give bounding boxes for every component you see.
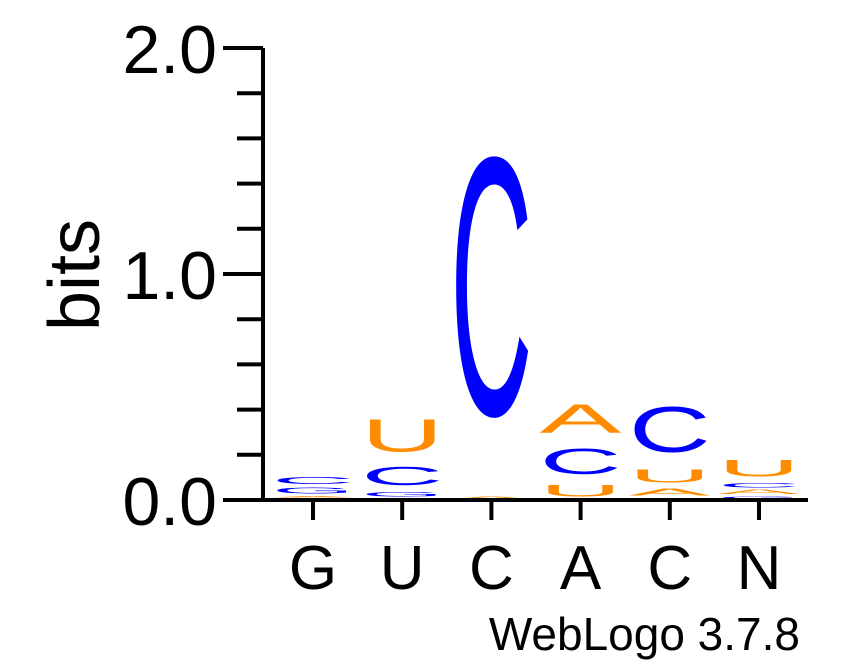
- logo-letter-U: U: [540, 482, 622, 500]
- logo-letter-C: C: [272, 475, 354, 486]
- logo-letter-A: A: [272, 496, 354, 498]
- x-tick-label: C: [647, 534, 692, 603]
- logo-letter-U: U: [718, 455, 800, 482]
- logo-letter-A: A: [629, 486, 711, 497]
- logo-letter-C: C: [540, 441, 622, 482]
- weblogo-credit: WebLogo 3.7.8: [489, 608, 800, 660]
- logo-letter-C: C: [450, 80, 532, 492]
- logo-letter-U: U: [361, 410, 443, 462]
- logo-letter-G: G: [718, 495, 800, 500]
- x-tick-label: G: [289, 534, 337, 603]
- logo-letter-C: C: [718, 482, 800, 489]
- y-axis-label: bits: [35, 219, 115, 331]
- y-tick-label: 1.0: [122, 238, 217, 314]
- logo-letter-G: G: [272, 486, 354, 495]
- logo-letter-U: U: [629, 466, 711, 486]
- logo-glyph-layer: UAGCAGCUACUCAGAUCGACU: [272, 80, 800, 500]
- logo-letter-C: C: [361, 462, 443, 491]
- logo-letter-C: C: [629, 393, 711, 466]
- logo-letter-A: A: [450, 496, 532, 500]
- x-tick-label: U: [380, 534, 425, 603]
- y-tick-layer: 0.0 1.0 2.0: [122, 12, 263, 540]
- y-tick-label: 0.0: [122, 464, 217, 540]
- logo-letter-G: G: [361, 491, 443, 498]
- x-tick-label: N: [737, 534, 782, 603]
- logo-letter-A: A: [540, 396, 622, 441]
- x-tick-label: A: [560, 534, 602, 603]
- x-tick-label: C: [469, 534, 514, 603]
- y-tick-label: 2.0: [122, 12, 217, 88]
- logo-letter-A: A: [718, 489, 800, 496]
